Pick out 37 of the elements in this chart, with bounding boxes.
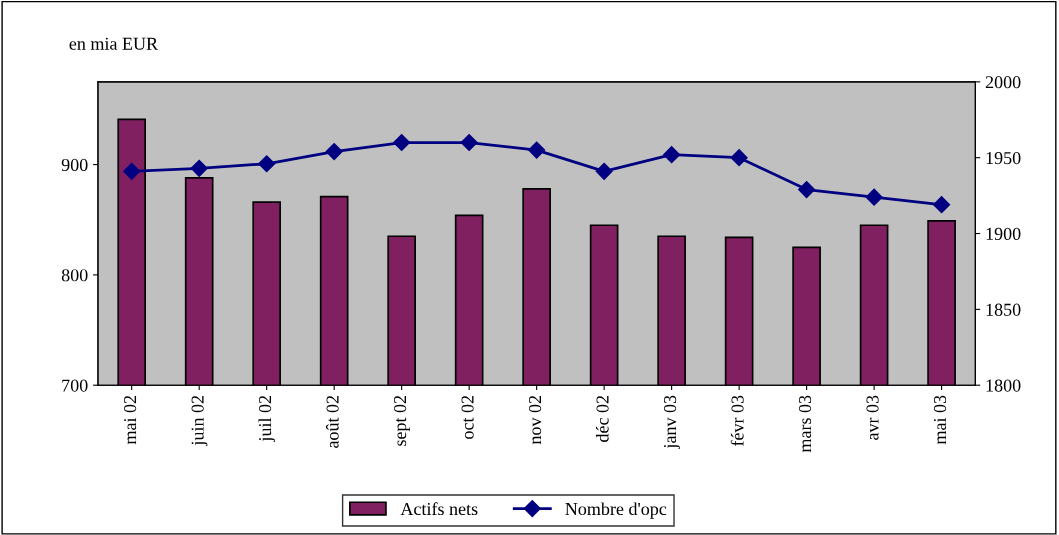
point [190,159,208,177]
point [258,155,276,173]
point [798,180,816,199]
y-axis-title: en mia EUR [69,37,159,50]
point [730,149,748,167]
point [460,133,478,152]
x-tick-label: juin 02 [191,395,208,447]
y-tick-label: 700 [62,379,88,392]
y2-tick-label: 1900 [986,227,1021,240]
x-tick-label: mars 03 [798,395,812,453]
x-tick-label: août 02 [325,395,339,448]
y2-tick-label: 1800 [986,379,1021,392]
x-tick-label: mai 03 [933,395,947,445]
x-tick-label: sept 02 [394,395,410,446]
y2-tick-label: 1850 [986,303,1021,316]
point [865,188,883,206]
legend-label: Nombre d'opc [565,502,667,519]
x-tick-label: févr 03 [730,395,744,446]
x-tick-label: avr 03 [866,395,879,440]
x-tick-label: juil 02 [258,395,275,443]
point [933,196,951,214]
point [393,133,411,152]
legend-label: Actifs nets [400,502,478,516]
x-tick-label: mai 02 [124,395,137,445]
x-tick-label: janv 03 [663,395,680,450]
y2-tick-label: 2000 [985,76,1021,89]
point [663,146,681,164]
point [325,143,343,161]
y-tick-label: 800 [61,269,88,282]
x-tick-label: oct 02 [461,395,474,439]
point [528,141,546,159]
point [595,162,613,180]
point [123,162,141,180]
y2-tick-label: 1950 [986,151,1021,165]
x-tick-label: déc 02 [595,395,609,442]
x-tick-label: nov 02 [528,395,542,445]
y-tick-label: 900 [61,158,88,172]
